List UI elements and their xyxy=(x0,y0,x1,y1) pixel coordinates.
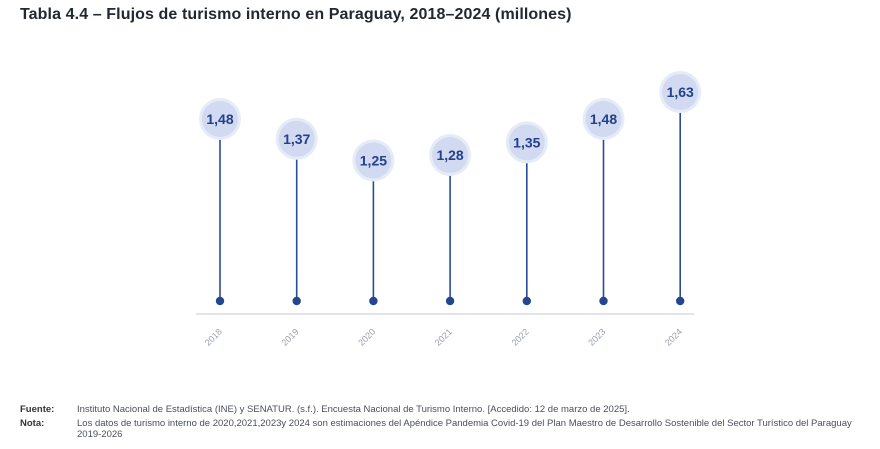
data-label-2018: 1,48 xyxy=(206,111,233,127)
bubble-2021 xyxy=(432,137,469,173)
lollipop-chart: 1,48 2018 1,37 2019 1,25 2020 1,28 2021 1,35 2022… xyxy=(196,71,702,348)
x-tick-label-2018: 2018 xyxy=(203,327,224,348)
data-label-2021: 1,28 xyxy=(436,147,463,163)
base-dot-2020 xyxy=(369,296,378,306)
data-label-2023: 1,48 xyxy=(590,111,617,127)
source-text: Instituto Nacional de Estadística (INE) … xyxy=(77,404,630,415)
bubble-2018 xyxy=(202,101,238,137)
base-dot-2023 xyxy=(599,296,608,306)
source-label: Fuente: xyxy=(20,404,55,415)
chart-title: Tabla 4.4 – Flujos de turismo interno en… xyxy=(20,6,572,23)
x-tick-label-2021: 2021 xyxy=(433,327,454,348)
bubble-2022 xyxy=(508,124,545,161)
note-text: Los datos de turismo interno de 2020,202… xyxy=(77,418,852,440)
data-label-2020: 1,25 xyxy=(360,152,387,168)
footer: Fuente: Instituto Nacional de Estadístic… xyxy=(20,404,870,443)
base-dot-2018 xyxy=(215,296,225,306)
x-tick-label-2019: 2019 xyxy=(279,327,300,348)
base-dot-2019 xyxy=(292,296,301,306)
x-tick-label-2022: 2022 xyxy=(510,327,531,348)
bubble-2024 xyxy=(662,74,699,110)
note-label: Nota: xyxy=(20,418,45,429)
bubble-2020 xyxy=(355,142,392,179)
base-dot-2024 xyxy=(676,296,685,306)
note-row: Nota: Los datos de turismo interno de 20… xyxy=(20,418,870,440)
x-tick-label-2020: 2020 xyxy=(356,327,377,348)
x-tick-label-2024: 2024 xyxy=(663,327,684,348)
data-label-2022: 1,35 xyxy=(513,134,540,150)
data-label-2024: 1,63 xyxy=(667,84,694,100)
base-dot-2022 xyxy=(522,296,531,306)
bubble-2019 xyxy=(278,120,315,157)
x-tick-label-2023: 2023 xyxy=(586,327,607,348)
data-label-2019: 1,37 xyxy=(283,131,310,147)
bubble-2023 xyxy=(585,101,622,137)
source-row: Fuente: Instituto Nacional de Estadístic… xyxy=(20,404,870,415)
base-dot-2021 xyxy=(445,296,455,306)
